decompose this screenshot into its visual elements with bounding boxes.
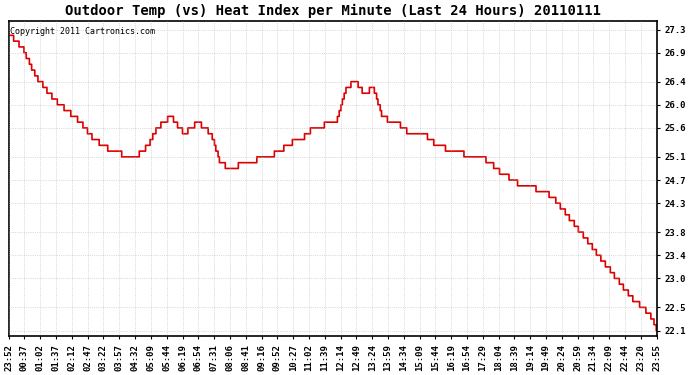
Title: Outdoor Temp (vs) Heat Index per Minute (Last 24 Hours) 20110111: Outdoor Temp (vs) Heat Index per Minute … xyxy=(65,4,601,18)
Text: Copyright 2011 Cartronics.com: Copyright 2011 Cartronics.com xyxy=(10,27,155,36)
